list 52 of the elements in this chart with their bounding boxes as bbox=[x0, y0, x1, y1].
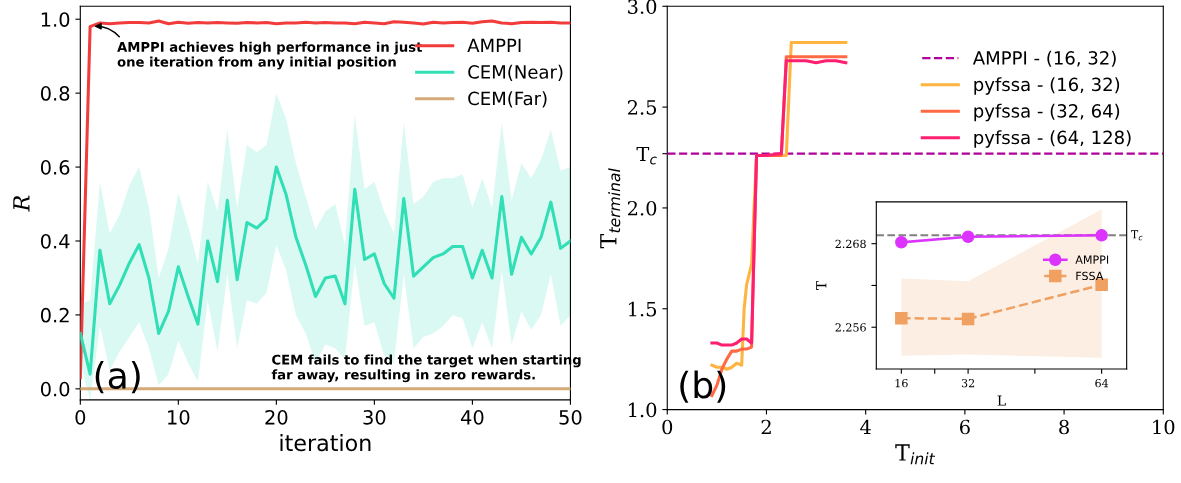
x-tick-label: 16 bbox=[895, 378, 908, 388]
y-tick-label: 0.4 bbox=[40, 233, 70, 249]
legend-label: FSSA bbox=[1076, 271, 1104, 281]
y-tick-label: T$_{c}$ bbox=[636, 146, 657, 165]
y-axis-title: R bbox=[13, 195, 30, 212]
y-tick-label: 3.0 bbox=[628, 0, 657, 14]
y-tick-label: 2.0 bbox=[627, 200, 657, 216]
x-tick-label: 6 bbox=[959, 419, 970, 435]
x-axis-title: L bbox=[997, 395, 1006, 406]
y-tick-label: 1.5 bbox=[628, 301, 657, 317]
y-tick-label: 2.268 bbox=[835, 239, 866, 249]
point bbox=[895, 236, 908, 249]
x-tick-label: 4 bbox=[860, 419, 871, 435]
point bbox=[1095, 278, 1108, 292]
x-axis-title: T$_{init}$ bbox=[895, 444, 936, 465]
legend-label: pyfssa - (16, 32) bbox=[974, 77, 1120, 95]
x-tick-label: 2 bbox=[761, 419, 771, 435]
y-axis-title: T$_{terminal}$ bbox=[600, 168, 621, 249]
legend-label: AMPPI bbox=[467, 38, 521, 52]
x-tick-label: 40 bbox=[460, 409, 484, 425]
x-axis-title: iteration bbox=[280, 434, 371, 452]
point bbox=[1095, 229, 1108, 242]
x-tick-label: 50 bbox=[559, 409, 582, 425]
x-tick-label: 64 bbox=[1095, 378, 1109, 388]
y-tick-label: 1.0 bbox=[41, 12, 70, 27]
x-tick-label: 30 bbox=[363, 409, 386, 425]
y-tick-label: 0.6 bbox=[40, 160, 70, 175]
legend-label: AMPPI - (16, 32) bbox=[972, 50, 1116, 67]
point bbox=[961, 230, 975, 243]
y-tick-label: 1.0 bbox=[628, 402, 657, 418]
y-tick-label: 2.256 bbox=[835, 323, 866, 332]
x-tick-label: 20 bbox=[265, 409, 288, 425]
point bbox=[895, 311, 908, 325]
legend-label: pyfssa - (32, 64) bbox=[974, 103, 1120, 122]
legend-label: AMPPI bbox=[1075, 255, 1109, 264]
x-tick-label: 0 bbox=[75, 409, 86, 425]
x-tick-label: 0 bbox=[662, 419, 673, 435]
x-tick-label: 10 bbox=[1153, 419, 1175, 435]
legend-label: CEM(Near) bbox=[468, 64, 563, 81]
x-tick-label: 32 bbox=[961, 378, 975, 388]
ref-line-label: T$_{c}$ bbox=[1130, 230, 1143, 241]
point bbox=[961, 312, 975, 326]
legend-label: pyfssa - (64, 128) bbox=[974, 130, 1131, 148]
y-tick-label: 0.8 bbox=[40, 86, 70, 101]
y-tick-label: 2.5 bbox=[627, 100, 657, 115]
x-tick-label: 8 bbox=[1059, 419, 1069, 435]
annotation: (a) bbox=[95, 361, 140, 394]
y-tick-label: 0.0 bbox=[40, 381, 70, 397]
legend-label: CEM(Far) bbox=[468, 91, 547, 108]
y-tick-label: 0.2 bbox=[40, 307, 69, 323]
y-axis-title: T bbox=[816, 280, 827, 290]
x-tick-label: 10 bbox=[168, 409, 190, 425]
